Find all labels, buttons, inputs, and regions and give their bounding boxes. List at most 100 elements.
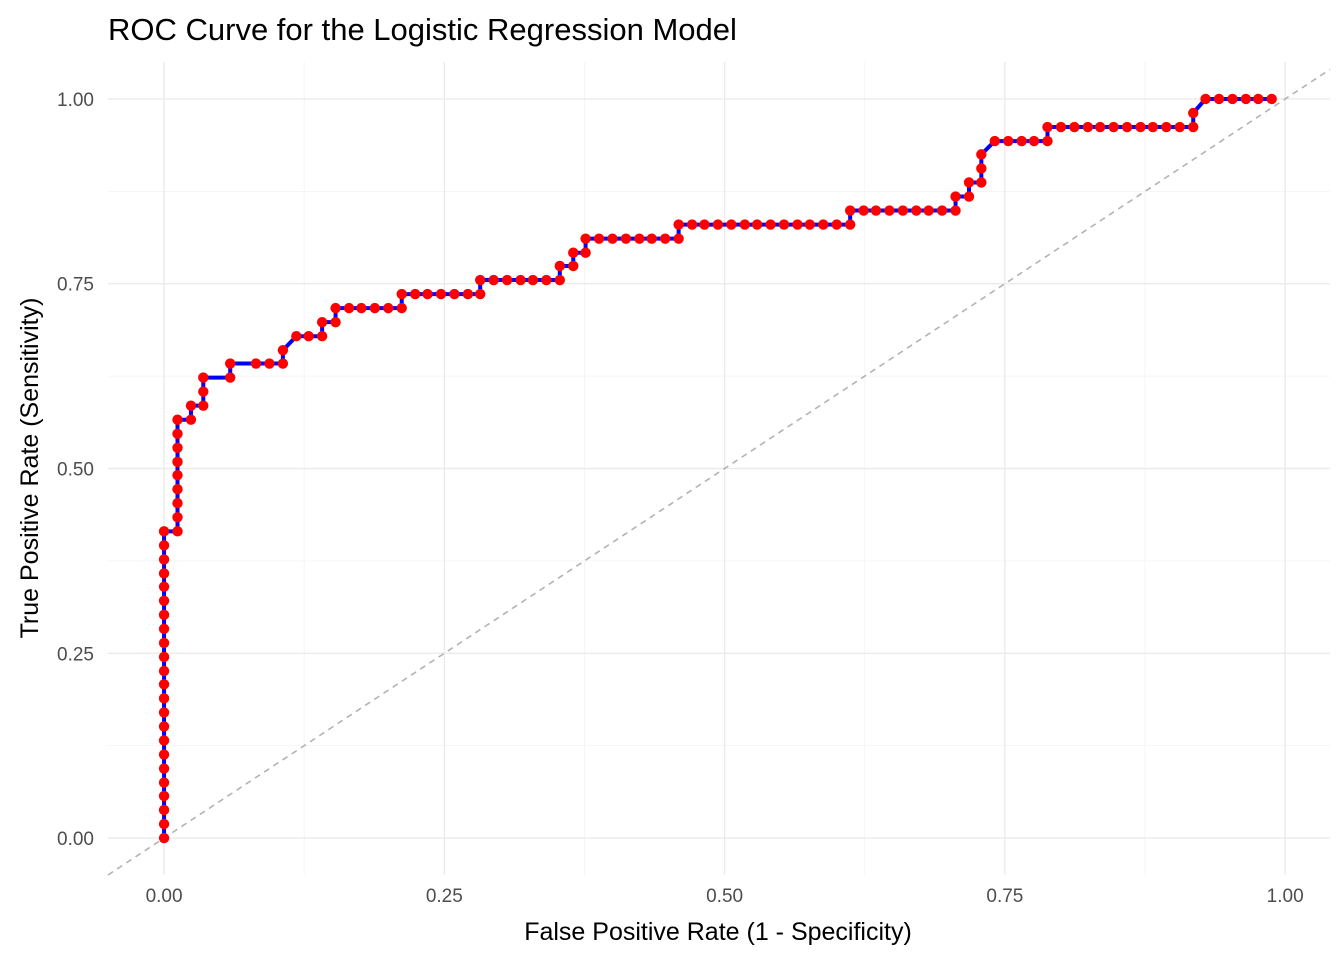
roc-point [541,274,552,286]
roc-point [778,219,790,230]
roc-point [501,274,513,286]
roc-point [792,219,803,230]
roc-point [225,358,236,369]
roc-point [396,302,407,314]
roc-point [158,651,170,663]
roc-point [765,219,776,230]
roc-point [158,581,170,592]
y-axis-ticks: 0.00 0.25 0.50 0.75 1.00 [57,90,94,850]
grid [108,62,1330,875]
roc-point [1069,121,1080,133]
roc-point [1227,93,1238,105]
roc-point [607,233,618,244]
diagonal-reference-line [107,68,1331,876]
roc-point [897,205,909,216]
roc-point [172,469,183,481]
roc-point [1161,121,1172,133]
x-tick-label: 1.00 [1267,886,1304,907]
roc-point [1028,135,1040,147]
roc-series-points [158,93,1277,844]
roc-point [343,302,355,314]
roc-point [699,219,710,230]
x-tick-label: 0.50 [706,886,743,907]
roc-point [1055,121,1067,133]
roc-point [936,205,948,216]
roc-point [739,219,750,230]
roc-point [264,358,275,369]
roc-point [527,274,539,286]
roc-point [475,288,486,300]
roc-point [185,414,197,425]
roc-point [831,219,842,230]
roc-point [158,735,170,746]
x-tick-label: 0.25 [426,886,463,907]
roc-point [172,526,183,537]
roc-point [568,260,579,272]
roc-point [158,721,170,732]
roc-point [580,247,591,258]
roc-point [488,274,499,286]
roc-point [383,302,394,314]
roc-point [751,219,763,230]
roc-point [515,274,526,286]
roc-point [158,763,170,774]
roc-point [870,205,882,216]
roc-point [158,777,170,788]
roc-point [1094,121,1106,133]
roc-point [277,345,289,356]
roc-point [593,233,605,244]
roc-point [158,804,170,816]
roc-point [911,205,922,216]
roc-point [673,219,684,230]
roc-point [646,233,657,244]
roc-point [1108,121,1119,133]
roc-point [158,623,170,635]
roc-point [225,372,236,383]
roc-point [1213,93,1225,105]
roc-point [158,609,170,621]
roc-point [1253,93,1264,105]
roc-point [1266,93,1277,105]
roc-point [198,386,209,397]
roc-point [356,302,367,314]
y-tick-label: 0.50 [57,460,94,481]
roc-point [158,832,170,844]
roc-point [330,316,341,328]
reference-diagonal [107,68,1331,876]
roc-point [172,414,183,425]
roc-point [172,442,183,454]
roc-point [435,288,447,300]
y-tick-label: 0.75 [57,275,94,296]
roc-point [303,331,314,342]
roc-point [158,568,170,579]
roc-point [158,707,170,718]
roc-point [963,177,975,188]
roc-point [1240,93,1252,105]
roc-point [198,400,209,411]
roc-point [316,316,328,328]
roc-point [172,428,183,439]
roc-point [158,679,170,690]
roc-point [1200,93,1211,105]
roc-point [950,205,961,216]
roc-point [804,219,816,230]
roc-point [568,247,579,258]
x-tick-label: 0.75 [986,886,1023,907]
roc-point [950,191,961,202]
roc-point [158,540,170,551]
roc-point [976,163,987,174]
y-axis-title: True Positive Rate (Sensitivity) [16,298,44,639]
roc-point [396,288,407,300]
roc-point [462,288,474,300]
roc-point [1082,121,1094,133]
roc-point [158,526,170,537]
roc-point [158,749,170,760]
roc-point [818,219,829,230]
roc-point [330,302,341,314]
y-tick-label: 0.25 [57,644,94,665]
roc-point [976,149,987,160]
roc-point [963,191,975,202]
roc-point [316,331,328,342]
